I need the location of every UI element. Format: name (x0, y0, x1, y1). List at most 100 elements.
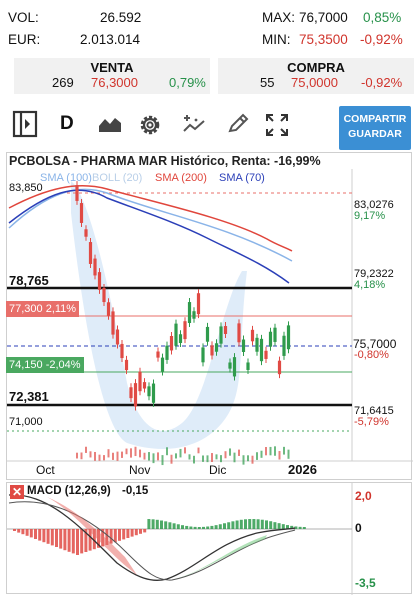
macd-histogram-bar (269, 521, 273, 529)
candle-body (232, 357, 237, 377)
candle-body (192, 311, 196, 319)
candle-body (214, 343, 219, 352)
macd-histogram-bar (88, 529, 92, 551)
pencil-icon[interactable] (226, 113, 250, 140)
right-r2-value: 79,2322 (354, 268, 394, 280)
volume-bar (98, 454, 101, 461)
candle-body (241, 339, 246, 353)
volume-bar (202, 455, 204, 462)
candle-body (129, 387, 133, 399)
macd-histogram-bar (235, 520, 239, 529)
macd-histogram-bar (80, 529, 84, 554)
right-current-value: 75,7000 (353, 337, 397, 351)
volume-bar (184, 447, 186, 454)
macd-cross-fill-green (172, 535, 267, 580)
save-label: GUARDAR (348, 128, 402, 140)
macd-histogram-bar (164, 521, 168, 529)
volume-bar (206, 455, 209, 463)
compra-pct: -0,92% (361, 75, 403, 90)
volume-bar (256, 452, 258, 460)
close-macd-icon[interactable]: ✕ (10, 485, 24, 499)
macd-histogram-bar (302, 526, 306, 529)
volume-bar (107, 449, 110, 458)
macd-histogram-bar (298, 526, 302, 529)
macd-histogram-bar (231, 521, 235, 529)
vol-value: 26.592 (100, 10, 142, 25)
left-label-level2: 72,381 (9, 389, 49, 404)
venta-price: 76,3000 (91, 75, 138, 90)
x-label-dic: Dic (209, 463, 227, 477)
macd-histogram-bar (265, 520, 268, 529)
right-r3-pct: -5,79% (354, 416, 389, 428)
macd-histogram-bar (286, 525, 289, 529)
candle-body (102, 287, 106, 303)
macd-histogram-bar (185, 525, 189, 529)
volume-bar (157, 452, 159, 461)
macd-histogram-bar (21, 529, 25, 535)
candle-body (156, 351, 160, 358)
chart-title: PCBOLSA - PHARMA MAR Histórico, Renta: -… (9, 154, 321, 168)
candle-body (273, 327, 277, 342)
volume-bar (112, 452, 114, 460)
candle-body (97, 272, 102, 290)
volume-bar (269, 446, 272, 456)
macd-histogram-bar (256, 519, 260, 529)
share-label: COMPARTIR (343, 113, 407, 125)
macd-svg (7, 483, 353, 595)
volume-bar (233, 452, 236, 463)
macd-histogram-bar (25, 529, 29, 536)
x-label-oct: Oct (36, 463, 55, 477)
sidebar-toggle-icon[interactable] (12, 110, 38, 143)
legend-sma100[interactable]: SMA (100) (40, 172, 92, 184)
min-value: 75,3500 (299, 32, 348, 47)
x-label-2026: 2026 (288, 462, 317, 477)
right-current-pct: -0,80% (354, 349, 389, 361)
venta-box[interactable]: VENTA 269 76,3000 0,79% (14, 58, 210, 94)
sma100-line (8, 188, 293, 262)
area-chart-icon[interactable] (98, 114, 122, 139)
macd-histogram-bar (294, 526, 298, 529)
candle-body (223, 326, 228, 334)
volume-bar (125, 448, 128, 455)
compra-box[interactable]: COMPRA 55 75,0000 -0,92% (218, 58, 414, 94)
compra-qty: 55 (260, 75, 275, 90)
indicators-icon[interactable] (182, 113, 206, 140)
macd-histogram-bar (38, 529, 42, 541)
legend-sma70[interactable]: SMA (70) (219, 172, 265, 184)
volume-bar (287, 449, 290, 459)
candle-body (187, 302, 192, 324)
macd-cross-fill-red (47, 497, 137, 575)
candle-body (88, 242, 93, 264)
macd-histogram-bar (17, 529, 21, 533)
volume-bar (80, 452, 83, 460)
venta-title: VENTA (90, 60, 134, 75)
volume-bar (76, 452, 78, 459)
candle-body (93, 258, 97, 276)
share-save-button[interactable]: COMPARTIR GUARDAR (339, 106, 411, 150)
candle-body (147, 386, 151, 397)
volume-bar (224, 451, 227, 459)
volume-bar (175, 453, 177, 459)
min-label: MIN: (262, 32, 291, 47)
candle-body (246, 362, 250, 370)
candle-body (228, 362, 232, 369)
fullscreen-icon[interactable] (265, 113, 289, 142)
macd-histogram-bar (113, 529, 117, 543)
period-selector[interactable]: D (60, 113, 74, 134)
price-chart-panel[interactable] (6, 152, 413, 480)
right-r1-pct: 9,17% (354, 210, 386, 222)
macd-histogram-bar (290, 525, 294, 529)
macd-histogram-bar (193, 526, 197, 529)
resist-tag: 77,300 2,11% (6, 301, 80, 317)
candle-body (79, 203, 84, 223)
macd-histogram-bar (84, 529, 88, 552)
gear-icon[interactable] (137, 112, 163, 143)
legend-sma200[interactable]: SMA (200) (155, 172, 207, 184)
candle-body (151, 383, 156, 403)
volume-bar (161, 455, 164, 466)
vol-label: VOL: (8, 10, 39, 25)
legend-boll[interactable]: BOLL (20) (92, 172, 143, 184)
macd-panel[interactable] (6, 482, 412, 595)
compra-title: COMPRA (287, 60, 345, 75)
volume-bar (220, 455, 222, 463)
